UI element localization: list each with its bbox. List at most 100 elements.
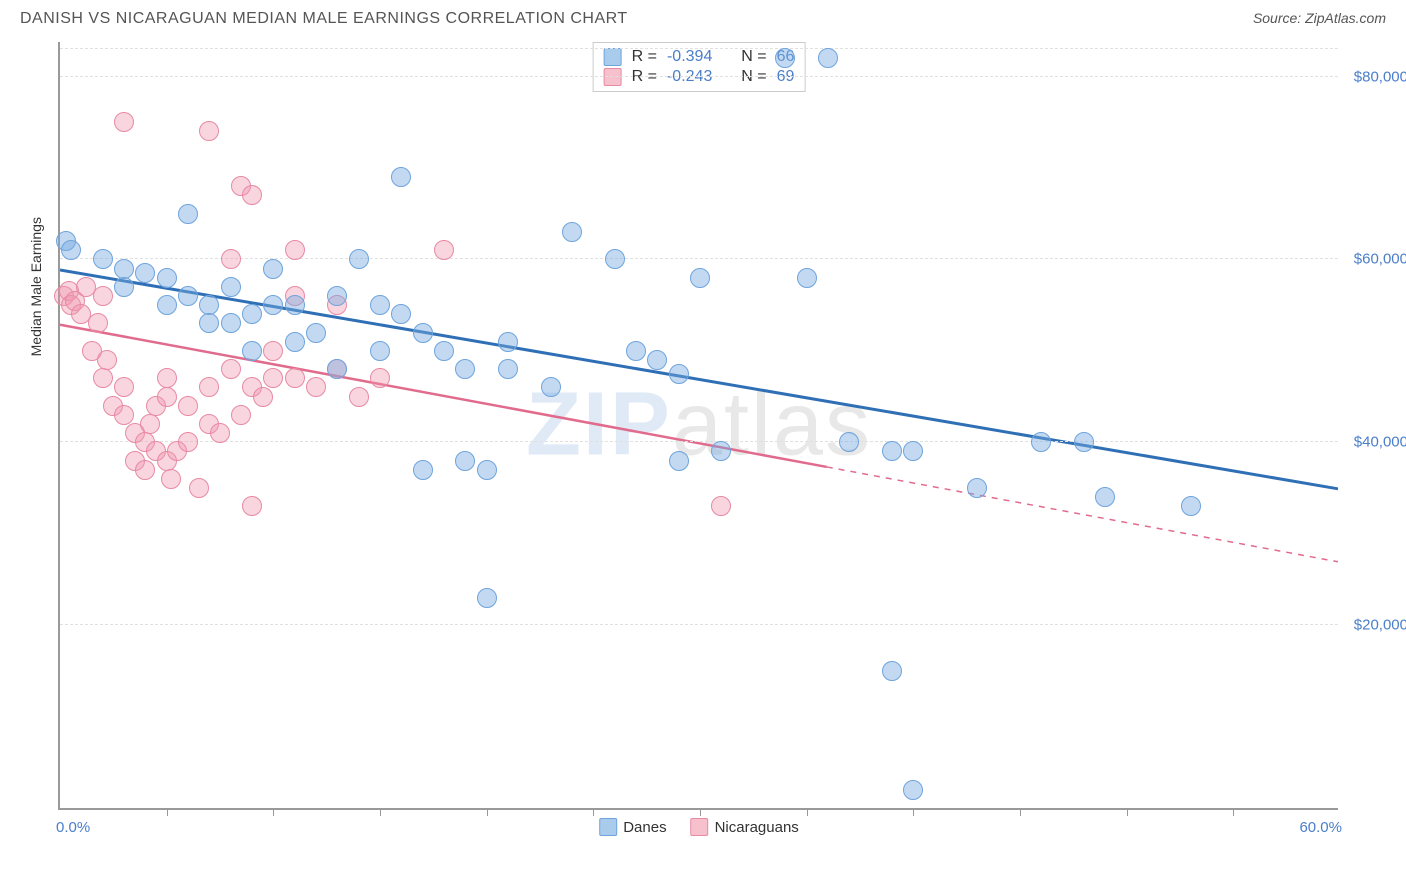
data-point-danes bbox=[61, 240, 81, 260]
data-point-danes bbox=[221, 313, 241, 333]
data-point-danes bbox=[711, 441, 731, 461]
data-point-nicaraguans bbox=[88, 313, 108, 333]
data-point-nicaraguans bbox=[161, 469, 181, 489]
data-point-nicaraguans bbox=[140, 414, 160, 434]
stats-row-nicaraguans: R = -0.243 N = 69 bbox=[604, 67, 795, 87]
data-point-danes bbox=[434, 341, 454, 361]
data-point-nicaraguans bbox=[253, 387, 273, 407]
data-point-danes bbox=[882, 441, 902, 461]
data-point-nicaraguans bbox=[114, 405, 134, 425]
data-point-nicaraguans bbox=[711, 496, 731, 516]
gridline bbox=[60, 48, 1338, 49]
plot-area: ZIPatlas R = -0.394 N = 66 R = -0.243 N … bbox=[58, 42, 1338, 810]
data-point-danes bbox=[391, 167, 411, 187]
gridline bbox=[60, 441, 1338, 442]
trend-lines bbox=[60, 42, 1338, 808]
data-point-danes bbox=[370, 295, 390, 315]
data-point-danes bbox=[285, 332, 305, 352]
data-point-nicaraguans bbox=[285, 240, 305, 260]
data-point-danes bbox=[818, 48, 838, 68]
data-point-nicaraguans bbox=[178, 432, 198, 452]
swatch-nicaraguans bbox=[604, 68, 622, 86]
swatch-danes bbox=[604, 48, 622, 66]
legend-swatch-danes bbox=[599, 818, 617, 836]
data-point-danes bbox=[135, 263, 155, 283]
data-point-danes bbox=[306, 323, 326, 343]
data-point-danes bbox=[669, 364, 689, 384]
chart-source: Source: ZipAtlas.com bbox=[1253, 10, 1386, 26]
data-point-danes bbox=[498, 359, 518, 379]
data-point-danes bbox=[775, 48, 795, 68]
gridline bbox=[60, 76, 1338, 77]
data-point-nicaraguans bbox=[263, 368, 283, 388]
data-point-nicaraguans bbox=[114, 377, 134, 397]
x-tick bbox=[1127, 808, 1128, 816]
y-tick-label: $80,000 bbox=[1354, 68, 1406, 85]
data-point-nicaraguans bbox=[157, 368, 177, 388]
data-point-danes bbox=[477, 588, 497, 608]
x-tick bbox=[700, 808, 701, 816]
stats-legend-box: R = -0.394 N = 66 R = -0.243 N = 69 bbox=[593, 42, 806, 92]
y-tick-label: $40,000 bbox=[1354, 434, 1406, 451]
data-point-danes bbox=[1095, 487, 1115, 507]
data-point-danes bbox=[349, 249, 369, 269]
correlation-chart: DANISH VS NICARAGUAN MEDIAN MALE EARNING… bbox=[10, 10, 1396, 852]
data-point-danes bbox=[221, 277, 241, 297]
data-point-nicaraguans bbox=[370, 368, 390, 388]
data-point-danes bbox=[391, 304, 411, 324]
data-point-danes bbox=[1031, 432, 1051, 452]
data-point-danes bbox=[1181, 496, 1201, 516]
data-point-danes bbox=[455, 359, 475, 379]
data-point-nicaraguans bbox=[221, 359, 241, 379]
data-point-nicaraguans bbox=[306, 377, 326, 397]
data-point-danes bbox=[839, 432, 859, 452]
data-point-nicaraguans bbox=[178, 396, 198, 416]
data-point-danes bbox=[669, 451, 689, 471]
data-point-danes bbox=[263, 259, 283, 279]
stats-row-danes: R = -0.394 N = 66 bbox=[604, 47, 795, 67]
data-point-nicaraguans bbox=[221, 249, 241, 269]
data-point-danes bbox=[263, 295, 283, 315]
data-point-danes bbox=[690, 268, 710, 288]
data-point-nicaraguans bbox=[97, 350, 117, 370]
data-point-danes bbox=[199, 313, 219, 333]
data-point-danes bbox=[370, 341, 390, 361]
data-point-danes bbox=[285, 295, 305, 315]
gridline bbox=[60, 258, 1338, 259]
y-axis-title: Median Male Earnings bbox=[28, 217, 44, 356]
data-point-danes bbox=[882, 661, 902, 681]
data-point-danes bbox=[797, 268, 817, 288]
data-point-danes bbox=[605, 249, 625, 269]
x-tick bbox=[1020, 808, 1021, 816]
data-point-nicaraguans bbox=[434, 240, 454, 260]
gridline bbox=[60, 624, 1338, 625]
data-point-danes bbox=[114, 277, 134, 297]
data-point-danes bbox=[498, 332, 518, 352]
x-axis-end-label: 60.0% bbox=[1299, 819, 1342, 836]
legend-swatch-nicaraguans bbox=[691, 818, 709, 836]
data-point-danes bbox=[114, 259, 134, 279]
data-point-danes bbox=[242, 304, 262, 324]
x-tick bbox=[593, 808, 594, 816]
data-point-danes bbox=[541, 377, 561, 397]
data-point-nicaraguans bbox=[199, 121, 219, 141]
data-point-danes bbox=[967, 478, 987, 498]
y-tick-label: $60,000 bbox=[1354, 251, 1406, 268]
data-point-danes bbox=[178, 286, 198, 306]
x-tick bbox=[487, 808, 488, 816]
data-point-nicaraguans bbox=[199, 377, 219, 397]
data-point-nicaraguans bbox=[135, 460, 155, 480]
data-point-danes bbox=[477, 460, 497, 480]
data-point-danes bbox=[413, 460, 433, 480]
data-point-danes bbox=[1074, 432, 1094, 452]
x-tick bbox=[380, 808, 381, 816]
data-point-nicaraguans bbox=[210, 423, 230, 443]
legend-item-nicaraguans: Nicaraguans bbox=[691, 818, 799, 836]
data-point-danes bbox=[413, 323, 433, 343]
data-point-danes bbox=[93, 249, 113, 269]
data-point-danes bbox=[199, 295, 219, 315]
data-point-nicaraguans bbox=[157, 387, 177, 407]
data-point-danes bbox=[242, 341, 262, 361]
data-point-danes bbox=[157, 268, 177, 288]
data-point-nicaraguans bbox=[93, 286, 113, 306]
